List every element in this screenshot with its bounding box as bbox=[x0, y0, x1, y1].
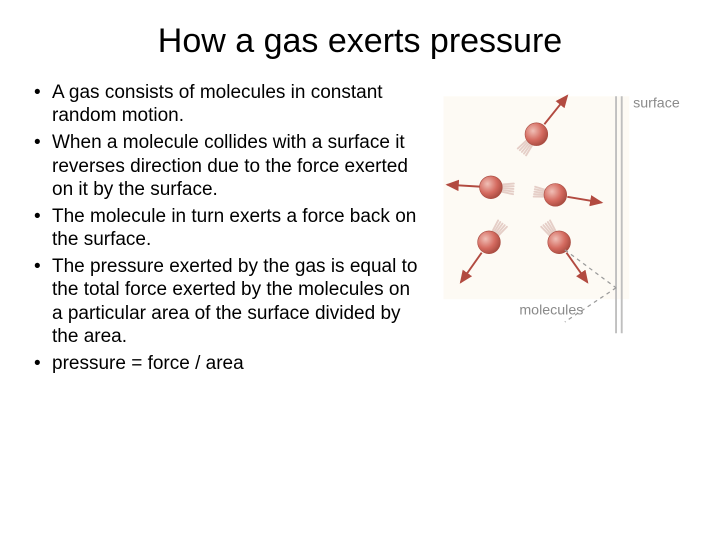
diagram-svg: surface molecules bbox=[434, 81, 690, 341]
list-item: pressure = force / area bbox=[30, 352, 420, 375]
surface-label: surface bbox=[633, 96, 680, 112]
list-item: When a molecule collides with a surface … bbox=[30, 131, 420, 201]
gas-pressure-diagram: surface molecules bbox=[434, 81, 690, 341]
list-item: A gas consists of molecules in constant … bbox=[30, 81, 420, 127]
list-item: The molecule in turn exerts a force back… bbox=[30, 205, 420, 251]
bullet-list: A gas consists of molecules in constant … bbox=[30, 81, 420, 375]
bullet-list-container: A gas consists of molecules in constant … bbox=[30, 81, 420, 379]
slide: How a gas exerts pressure A gas consists… bbox=[0, 0, 720, 540]
molecules-label: molecules bbox=[519, 302, 583, 318]
page-title: How a gas exerts pressure bbox=[30, 22, 690, 61]
content-row: A gas consists of molecules in constant … bbox=[30, 81, 690, 379]
list-item: The pressure exerted by the gas is equal… bbox=[30, 255, 420, 348]
